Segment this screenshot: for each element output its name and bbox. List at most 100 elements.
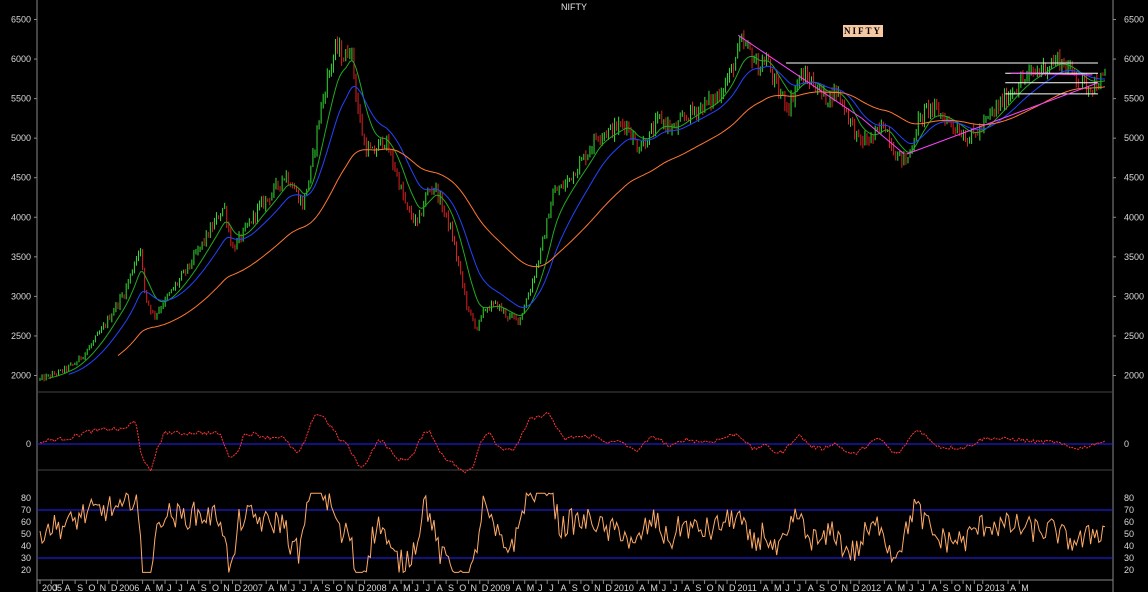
time-tick-label: J xyxy=(302,583,307,592)
rsi-tick-left: 60 xyxy=(21,517,31,527)
time-tick-label: J xyxy=(662,583,667,592)
time-tick-label: M xyxy=(898,583,906,592)
time-tick-label: N xyxy=(594,583,601,592)
time-tick-label: O xyxy=(336,583,343,592)
time-tick-label: M xyxy=(527,583,535,592)
time-tick-label: S xyxy=(448,583,454,592)
time-tick-label: 2005 xyxy=(42,583,62,592)
time-tick-label: O xyxy=(830,583,837,592)
time-tick-label: N xyxy=(471,583,478,592)
rsi-tick-right: 30 xyxy=(1124,553,1134,563)
time-tick-label: 2007 xyxy=(243,583,263,592)
time-tick-label: A xyxy=(886,583,892,592)
time-tick-label: M xyxy=(279,583,287,592)
time-tick-label: S xyxy=(819,583,825,592)
time-tick-label: 2006 xyxy=(119,583,139,592)
time-tick-label: J xyxy=(53,583,58,592)
time-tick-label: D xyxy=(482,583,489,592)
time-tick-label: S xyxy=(572,583,578,592)
price-tick-right: 4500 xyxy=(1124,173,1144,183)
price-tick-right: 5500 xyxy=(1124,94,1144,104)
price-tick-right: 2500 xyxy=(1124,331,1144,341)
time-tick-label: A xyxy=(145,583,151,592)
time-tick-label: 2011 xyxy=(737,583,756,592)
rsi-tick-right: 50 xyxy=(1124,529,1134,539)
price-tick-left: 5000 xyxy=(11,133,31,143)
rsi-tick-right: 20 xyxy=(1124,565,1134,575)
time-tick-label: A xyxy=(392,583,398,592)
time-tick-label: S xyxy=(695,583,701,592)
time-tick-label: N xyxy=(718,583,725,592)
time-tick-label: A xyxy=(268,583,274,592)
time-tick-label: O xyxy=(88,583,95,592)
time-tick-label: J xyxy=(549,583,554,592)
time-tick-label: N xyxy=(347,583,354,592)
time-tick-label: M xyxy=(403,583,411,592)
moving-average-line xyxy=(68,65,1105,375)
time-tick-label: J xyxy=(414,583,419,592)
rsi-panel xyxy=(37,491,1113,574)
moving-average-line xyxy=(48,55,1106,379)
time-tick-label: J xyxy=(909,583,914,592)
nifty-badge-label: NIFTY xyxy=(844,26,882,36)
time-tick-label: 2012 xyxy=(861,583,881,592)
price-tick-left: 4500 xyxy=(11,173,31,183)
price-tick-right: 4000 xyxy=(1124,212,1144,222)
time-tick-label: A xyxy=(515,583,521,592)
time-tick-label: N xyxy=(223,583,230,592)
rsi-axis: 20 20 30 30 40 40 50 50 60 60 70 70 80 80 xyxy=(21,493,1134,575)
time-tick-label: N xyxy=(841,583,848,592)
time-tick-label: J xyxy=(920,583,925,592)
chart-title: NIFTY xyxy=(561,2,587,12)
time-tick-label: A xyxy=(684,583,690,592)
time-tick-label: D xyxy=(853,583,860,592)
time-tick-label: M xyxy=(650,583,658,592)
time-tick-label: 2010 xyxy=(614,583,634,592)
time-tick-label: M xyxy=(156,583,164,592)
price-axis: 2000 2000 2500 2500 3000 3000 3500 3500 4000 4000… xyxy=(11,14,1144,380)
moving-average-line xyxy=(117,86,1106,356)
time-tick-label: J xyxy=(785,583,790,592)
price-tick-left: 4000 xyxy=(11,212,31,222)
rsi-tick-left: 50 xyxy=(21,529,31,539)
rsi-tick-left: 80 xyxy=(21,493,31,503)
time-tick-label: J xyxy=(178,583,183,592)
time-tick-label: M xyxy=(774,583,782,592)
time-tick-label: O xyxy=(583,583,590,592)
time-tick-label: J xyxy=(291,583,296,592)
rsi-tick-right: 40 xyxy=(1124,541,1134,551)
time-tick-label: 2009 xyxy=(490,583,510,592)
price-panel xyxy=(39,30,1106,382)
rsi-tick-left: 20 xyxy=(21,565,31,575)
rsi-tick-right: 70 xyxy=(1124,505,1134,515)
time-tick-label: S xyxy=(201,583,207,592)
time-tick-label: 2008 xyxy=(367,583,387,592)
time-tick-label: S xyxy=(943,583,949,592)
time-tick-label: A xyxy=(1010,583,1016,592)
price-tick-right: 6000 xyxy=(1124,54,1144,64)
time-tick-label: S xyxy=(77,583,83,592)
time-tick-label: D xyxy=(605,583,612,592)
time-tick-label: J xyxy=(426,583,431,592)
time-tick-label: A xyxy=(437,583,443,592)
trendline xyxy=(1010,72,1093,76)
rsi-tick-left: 30 xyxy=(21,553,31,563)
time-tick-label: N xyxy=(100,583,107,592)
time-tick-label: D xyxy=(976,583,983,592)
trendline xyxy=(738,34,863,119)
time-tick-label: A xyxy=(64,583,70,592)
time-tick-label: D xyxy=(358,583,365,592)
osc-tick-left: 0 xyxy=(26,439,31,449)
price-tick-left: 3000 xyxy=(11,291,31,301)
time-tick-label: A xyxy=(639,583,645,592)
price-tick-right: 3500 xyxy=(1124,252,1144,262)
time-tick-label: A xyxy=(808,583,814,592)
price-tick-right: 3000 xyxy=(1124,291,1144,301)
oscillator-panel xyxy=(37,411,1113,474)
time-tick-label: J xyxy=(673,583,678,592)
time-tick-label: S xyxy=(324,583,330,592)
time-tick-label: A xyxy=(313,583,319,592)
trendline xyxy=(861,118,905,155)
time-tick-label: A xyxy=(931,583,937,592)
price-tick-right: 6500 xyxy=(1124,14,1144,24)
